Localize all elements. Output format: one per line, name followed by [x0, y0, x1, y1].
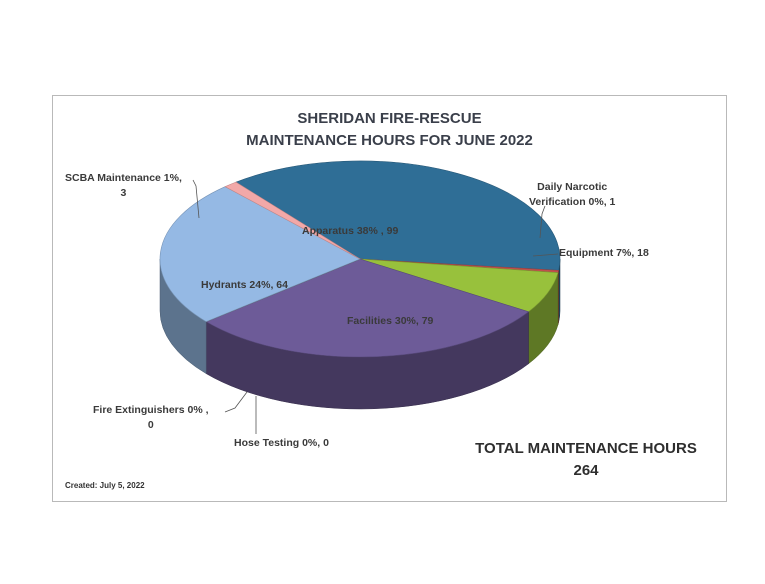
pie-slice-facilities	[205, 258, 530, 358]
chart-frame: SHERIDAN FIRE-RESCUE MAINTENANCE HOURS F…	[52, 95, 727, 502]
leader-scba	[192, 179, 200, 219]
leader-equipment	[532, 253, 559, 257]
chart-title-line-1: SHERIDAN FIRE-RESCUE	[297, 110, 482, 127]
label-hydrants: Hydrants 24%, 64	[201, 279, 288, 291]
leader-lines	[192, 179, 559, 434]
pie-slice-apparatus	[235, 160, 561, 271]
leader-fire-extinguishers	[224, 391, 248, 413]
pie-slice-hydrants	[159, 186, 361, 322]
label-equipment: Equipment 7%, 18	[559, 247, 649, 259]
pie-top	[159, 160, 561, 358]
leader-daily-narcotic	[539, 205, 546, 239]
pie-chart	[159, 160, 561, 434]
total-label: TOTAL MAINTENANCE HOURS	[475, 440, 697, 457]
label-hose-testing: Hose Testing 0%, 0	[234, 437, 329, 449]
label-apparatus: Apparatus 38% , 99	[302, 225, 399, 237]
chart-title-line-2: MAINTENANCE HOURS FOR JUNE 2022	[246, 132, 533, 149]
label-fire-extinguishers: Fire Extinguishers 0% , 0	[93, 404, 209, 431]
total-value: 264	[573, 462, 599, 479]
pie-slice-scba-maintenance	[224, 181, 361, 260]
label-daily-narcotic: Daily Narcotic Verification 0%, 1	[529, 181, 616, 208]
label-scba: SCBA Maintenance 1%, 3	[65, 172, 182, 199]
label-facilities: Facilities 30%, 79	[347, 315, 434, 327]
created-date: Created: July 5, 2022	[65, 481, 145, 490]
